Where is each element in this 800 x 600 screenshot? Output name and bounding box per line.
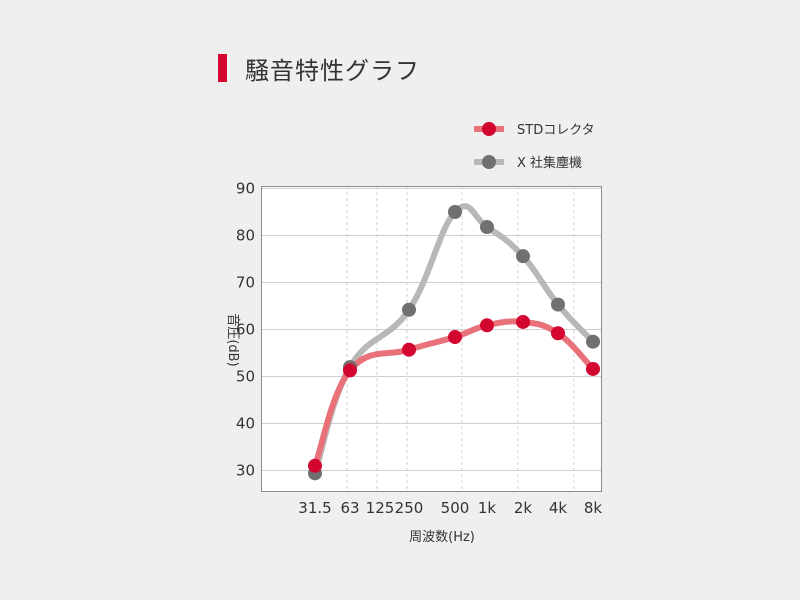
legend-label: X 社集塵機 <box>517 155 582 171</box>
x-tick-label: 500 <box>441 499 470 517</box>
y-tick-label: 80 <box>236 227 255 245</box>
plot-frame <box>261 186 602 492</box>
data-point-x-dust-collector <box>516 249 530 264</box>
data-point-x-dust-collector <box>586 334 600 349</box>
data-point-std-collector <box>480 318 494 333</box>
y-axis-title: 音圧(dB) <box>225 313 241 366</box>
x-tick-label: 2k <box>514 499 533 517</box>
data-point-std-collector <box>343 363 357 378</box>
x-tick-label: 1k <box>478 499 497 517</box>
x-axis-title: 周波数(Hz) <box>409 530 475 545</box>
legend-swatch-marker <box>482 155 496 169</box>
data-point-std-collector <box>551 326 565 341</box>
y-tick-label: 40 <box>236 415 255 433</box>
chart-title-block: 騒音特性グラフ <box>218 53 420 85</box>
plot-area <box>261 186 602 492</box>
x-tick-label: 63 <box>340 499 359 517</box>
data-point-x-dust-collector <box>448 205 462 219</box>
y-tick-label: 50 <box>236 368 255 386</box>
page-title: 騒音特性グラフ <box>245 56 420 85</box>
data-point-std-collector <box>402 342 416 357</box>
x-tick-label: 250 <box>395 499 424 517</box>
y-tick-label: 30 <box>236 462 255 480</box>
legend-label: STDコレクタ <box>517 123 595 138</box>
x-tick-label: 8k <box>584 499 603 517</box>
data-point-std-collector <box>308 458 322 473</box>
x-tick-label: 4k <box>549 499 568 517</box>
y-tick-label: 60 <box>236 321 255 339</box>
data-point-x-dust-collector <box>551 297 565 312</box>
data-point-std-collector <box>516 314 530 329</box>
data-point-std-collector <box>448 330 462 345</box>
title-accent-bar <box>218 54 227 82</box>
data-point-x-dust-collector <box>480 220 494 235</box>
x-tick-label: 31.5 <box>298 499 331 517</box>
data-point-x-dust-collector <box>402 302 416 317</box>
y-tick-label: 90 <box>236 180 255 198</box>
x-tick-label: 125 <box>366 499 395 517</box>
data-point-std-collector <box>586 361 600 376</box>
y-tick-label: 70 <box>236 274 255 292</box>
legend-swatch-marker <box>482 122 496 136</box>
